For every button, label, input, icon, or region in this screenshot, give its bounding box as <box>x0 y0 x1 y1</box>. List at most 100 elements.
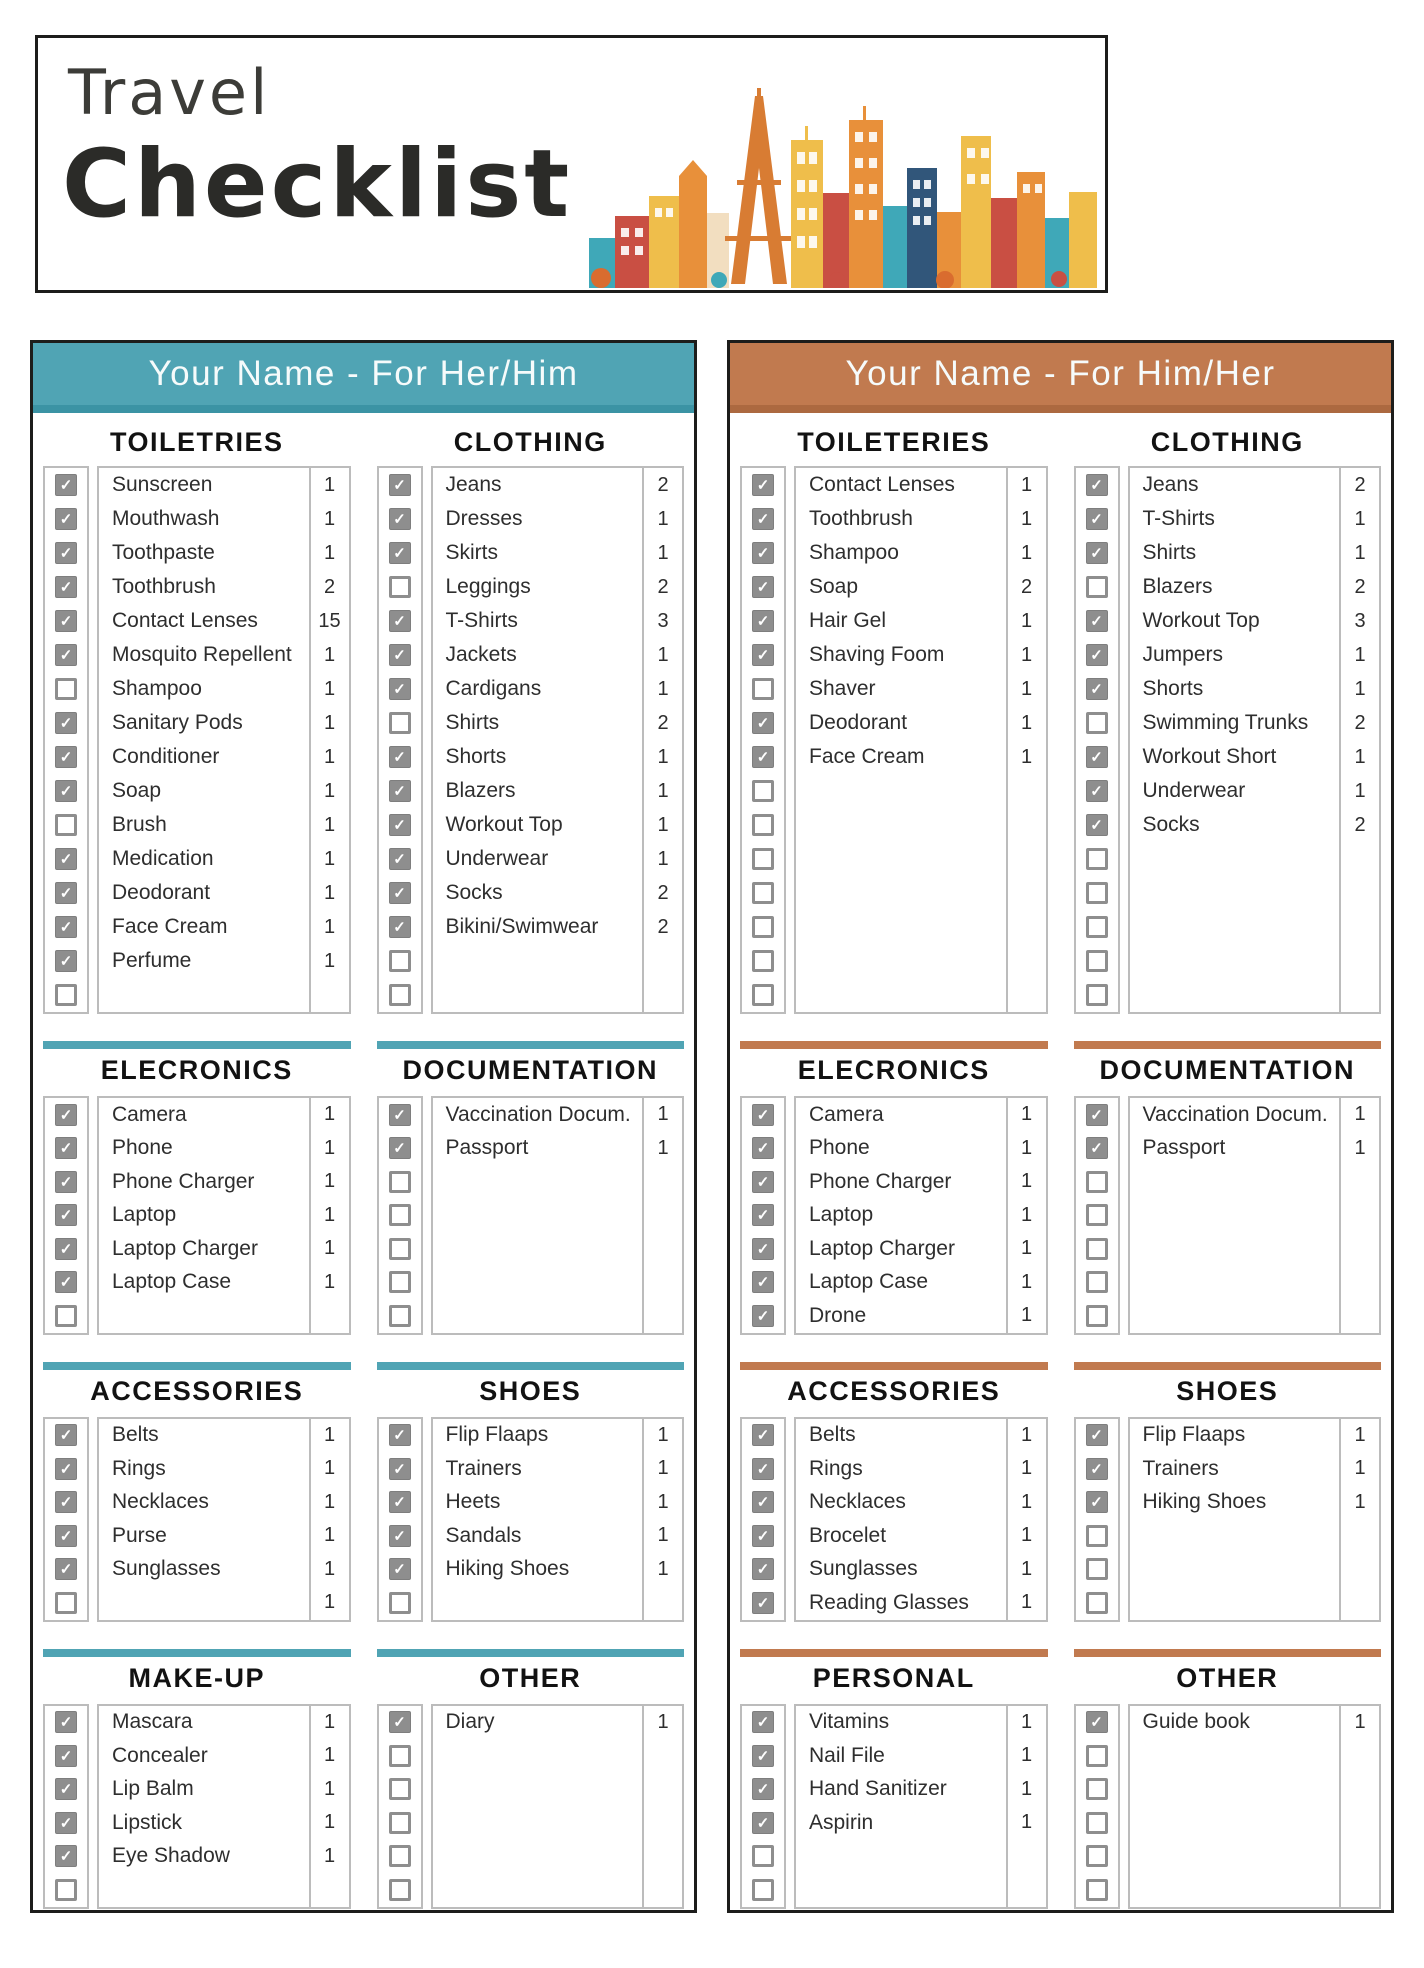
item-checkbox[interactable] <box>752 950 774 972</box>
item-checkbox[interactable] <box>1085 984 1108 1006</box>
item-checkbox[interactable] <box>752 1424 774 1447</box>
item-checkbox[interactable] <box>55 984 77 1006</box>
item-checkbox[interactable] <box>55 1711 77 1734</box>
item-checkbox[interactable] <box>388 882 411 904</box>
item-checkbox[interactable] <box>1085 848 1108 870</box>
item-checkbox[interactable] <box>55 1103 77 1126</box>
item-checkbox[interactable] <box>388 1591 411 1614</box>
item-checkbox[interactable] <box>1085 1271 1108 1294</box>
item-checkbox[interactable] <box>752 1778 774 1801</box>
item-checkbox[interactable] <box>1085 1137 1108 1160</box>
item-checkbox[interactable] <box>55 746 77 768</box>
item-checkbox[interactable] <box>752 882 774 904</box>
item-checkbox[interactable] <box>55 780 77 802</box>
item-checkbox[interactable] <box>1085 746 1108 768</box>
item-checkbox[interactable] <box>1085 1711 1108 1734</box>
item-checkbox[interactable] <box>1085 814 1108 836</box>
item-checkbox[interactable] <box>55 1878 77 1901</box>
item-checkbox[interactable] <box>388 474 411 496</box>
item-checkbox[interactable] <box>1085 542 1108 564</box>
item-checkbox[interactable] <box>752 644 774 666</box>
item-checkbox[interactable] <box>752 1137 774 1160</box>
item-checkbox[interactable] <box>388 576 411 598</box>
item-checkbox[interactable] <box>388 1744 411 1767</box>
item-checkbox[interactable] <box>752 1811 774 1834</box>
item-checkbox[interactable] <box>1085 1778 1108 1801</box>
item-checkbox[interactable] <box>55 1491 77 1514</box>
item-checkbox[interactable] <box>752 610 774 632</box>
item-checkbox[interactable] <box>55 712 77 734</box>
item-checkbox[interactable] <box>1085 678 1108 700</box>
item-checkbox[interactable] <box>388 984 411 1006</box>
item-checkbox[interactable] <box>388 1237 411 1260</box>
item-checkbox[interactable] <box>752 1237 774 1260</box>
item-checkbox[interactable] <box>55 508 77 530</box>
item-checkbox[interactable] <box>388 1103 411 1126</box>
item-checkbox[interactable] <box>388 1424 411 1447</box>
item-checkbox[interactable] <box>55 1845 77 1868</box>
item-checkbox[interactable] <box>55 1591 77 1614</box>
item-checkbox[interactable] <box>388 780 411 802</box>
item-checkbox[interactable] <box>1085 1237 1108 1260</box>
item-checkbox[interactable] <box>388 1811 411 1834</box>
item-checkbox[interactable] <box>1085 1744 1108 1767</box>
item-checkbox[interactable] <box>388 542 411 564</box>
item-checkbox[interactable] <box>752 508 774 530</box>
item-checkbox[interactable] <box>388 678 411 700</box>
item-checkbox[interactable] <box>388 644 411 666</box>
item-checkbox[interactable] <box>55 644 77 666</box>
item-checkbox[interactable] <box>55 1137 77 1160</box>
item-checkbox[interactable] <box>388 610 411 632</box>
item-checkbox[interactable] <box>55 1524 77 1547</box>
item-checkbox[interactable] <box>388 1778 411 1801</box>
item-checkbox[interactable] <box>55 1424 77 1447</box>
item-checkbox[interactable] <box>55 1457 77 1480</box>
item-checkbox[interactable] <box>752 1204 774 1227</box>
item-checkbox[interactable] <box>55 1304 77 1327</box>
item-checkbox[interactable] <box>752 1271 774 1294</box>
item-checkbox[interactable] <box>1085 1878 1108 1901</box>
item-checkbox[interactable] <box>752 1558 774 1581</box>
item-checkbox[interactable] <box>55 1170 77 1193</box>
item-checkbox[interactable] <box>388 1457 411 1480</box>
item-checkbox[interactable] <box>752 1170 774 1193</box>
item-checkbox[interactable] <box>55 882 77 904</box>
item-checkbox[interactable] <box>1085 1424 1108 1447</box>
item-checkbox[interactable] <box>55 814 77 836</box>
item-checkbox[interactable] <box>1085 1170 1108 1193</box>
item-checkbox[interactable] <box>1085 1524 1108 1547</box>
item-checkbox[interactable] <box>55 610 77 632</box>
item-checkbox[interactable] <box>1085 916 1108 938</box>
item-checkbox[interactable] <box>388 950 411 972</box>
item-checkbox[interactable] <box>388 508 411 530</box>
item-checkbox[interactable] <box>388 848 411 870</box>
item-checkbox[interactable] <box>1085 882 1108 904</box>
item-checkbox[interactable] <box>752 712 774 734</box>
item-checkbox[interactable] <box>752 576 774 598</box>
item-checkbox[interactable] <box>752 984 774 1006</box>
item-checkbox[interactable] <box>1085 610 1108 632</box>
item-checkbox[interactable] <box>1085 576 1108 598</box>
item-checkbox[interactable] <box>752 916 774 938</box>
item-checkbox[interactable] <box>1085 1491 1108 1514</box>
item-checkbox[interactable] <box>752 542 774 564</box>
item-checkbox[interactable] <box>1085 1304 1108 1327</box>
item-checkbox[interactable] <box>752 1103 774 1126</box>
item-checkbox[interactable] <box>388 916 411 938</box>
item-checkbox[interactable] <box>1085 950 1108 972</box>
item-checkbox[interactable] <box>752 1711 774 1734</box>
item-checkbox[interactable] <box>55 1744 77 1767</box>
item-checkbox[interactable] <box>388 1845 411 1868</box>
item-checkbox[interactable] <box>1085 1591 1108 1614</box>
item-checkbox[interactable] <box>1085 474 1108 496</box>
item-checkbox[interactable] <box>752 814 774 836</box>
item-checkbox[interactable] <box>55 542 77 564</box>
item-checkbox[interactable] <box>55 474 77 496</box>
item-checkbox[interactable] <box>388 1491 411 1514</box>
item-checkbox[interactable] <box>388 1711 411 1734</box>
item-checkbox[interactable] <box>1085 1103 1108 1126</box>
item-checkbox[interactable] <box>55 1237 77 1260</box>
item-checkbox[interactable] <box>752 746 774 768</box>
item-checkbox[interactable] <box>55 1558 77 1581</box>
item-checkbox[interactable] <box>388 1137 411 1160</box>
